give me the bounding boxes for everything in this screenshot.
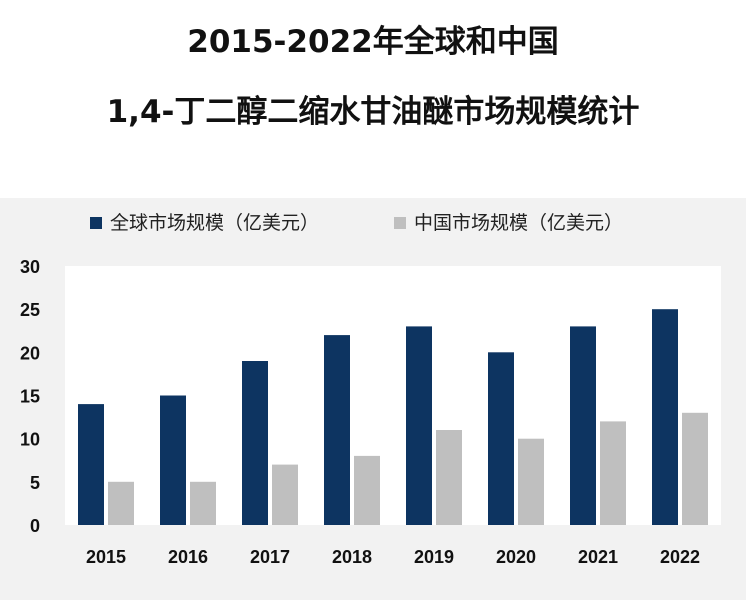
bar-china xyxy=(190,481,216,525)
bar-global xyxy=(324,335,350,525)
y-tick-label: 15 xyxy=(20,387,40,407)
y-tick-label: 5 xyxy=(30,473,40,493)
bar-global xyxy=(570,326,596,525)
y-tick-label: 30 xyxy=(20,257,40,277)
x-tick-label: 2021 xyxy=(578,547,618,567)
bars xyxy=(78,309,708,525)
title-line-1: 2015-2022年全球和中国 xyxy=(187,24,559,60)
bar-global xyxy=(160,395,186,525)
y-tick-label: 10 xyxy=(20,430,40,450)
y-tick-label: 0 xyxy=(30,516,40,536)
y-axis-ticks: 0 5 10 15 20 25 30 xyxy=(20,257,40,536)
x-tick-label: 2019 xyxy=(414,547,454,567)
title-line-2: 1,4-丁二醇二缩水甘油醚市场规模统计 xyxy=(106,94,640,130)
bar-china xyxy=(272,464,298,525)
legend-label-global: 全球市场规模（亿美元） xyxy=(110,212,319,234)
y-tick-label: 25 xyxy=(20,300,40,320)
bar-china xyxy=(518,438,544,525)
bar-global xyxy=(652,309,678,525)
bar-global xyxy=(78,404,104,525)
bar-china xyxy=(682,412,708,525)
bar-china xyxy=(354,455,380,525)
x-tick-label: 2020 xyxy=(496,547,536,567)
bar-china xyxy=(600,421,626,525)
x-tick-label: 2018 xyxy=(332,547,372,567)
x-axis-ticks: 2015 2016 2017 2018 2019 2020 2021 2022 xyxy=(86,547,700,567)
legend-label-china: 中国市场规模（亿美元） xyxy=(414,212,623,234)
y-tick-label: 20 xyxy=(20,343,40,363)
x-tick-label: 2016 xyxy=(168,547,208,567)
bar-china xyxy=(108,481,134,525)
x-tick-label: 2017 xyxy=(250,547,290,567)
legend-swatch-china xyxy=(394,217,406,229)
x-tick-label: 2015 xyxy=(86,547,126,567)
legend: 全球市场规模（亿美元） 中国市场规模（亿美元） xyxy=(90,212,623,234)
bar-global xyxy=(488,352,514,525)
bar-global xyxy=(242,361,268,525)
x-tick-label: 2022 xyxy=(660,547,700,567)
bar-china xyxy=(436,430,462,525)
bar-global xyxy=(406,326,432,525)
legend-swatch-global xyxy=(90,217,102,229)
